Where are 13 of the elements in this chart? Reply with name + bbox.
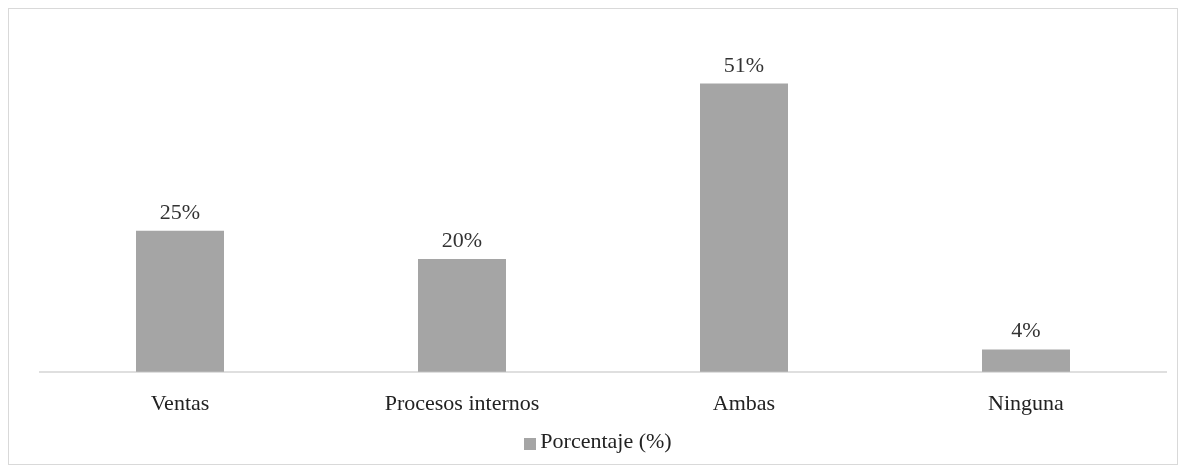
x-tick-label: Ambas xyxy=(712,389,776,415)
data-label: 51% xyxy=(723,51,765,77)
bar xyxy=(982,349,1070,372)
data-label: 20% xyxy=(441,226,483,252)
x-tick-label: Ventas xyxy=(150,389,210,415)
bar xyxy=(418,258,506,372)
data-label: 25% xyxy=(159,198,201,224)
data-label: 4% xyxy=(1011,317,1041,343)
legend-label: Porcentaje (%) xyxy=(540,428,672,453)
bar xyxy=(700,83,788,372)
x-tick-label: Procesos internos xyxy=(384,389,540,415)
bar xyxy=(136,230,224,372)
x-tick-label: Ninguna xyxy=(988,389,1065,415)
